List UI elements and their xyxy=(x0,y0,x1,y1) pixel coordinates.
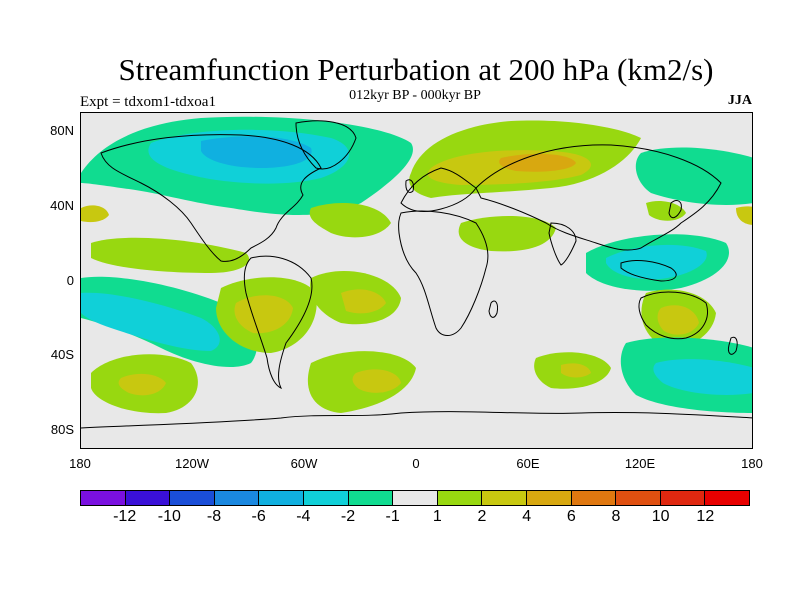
coastline-greenland xyxy=(295,120,357,170)
lon-label-60e: 60E xyxy=(516,456,540,471)
negative-anomaly-east-asia xyxy=(635,147,752,205)
positive-anomaly-north-pacific xyxy=(81,205,109,223)
positive-anomaly-southern-band-atlantic-core xyxy=(352,369,401,393)
map-panel xyxy=(80,112,753,449)
colorbar-label: -10 xyxy=(157,508,181,525)
lon-label-120w: 120W xyxy=(175,456,209,471)
experiment-label: Expt = tdxom1-tdxoa1 xyxy=(80,94,216,110)
season-label: JJA xyxy=(727,93,752,108)
colorbar-label: 4 xyxy=(522,508,532,525)
colorbar-swatch xyxy=(170,491,215,505)
lon-label-180e: 180 xyxy=(741,456,763,471)
colorbar-swatch xyxy=(660,491,706,505)
plot-title: Streamfunction Perturbation at 200 hPa (… xyxy=(118,52,714,87)
contour-fields xyxy=(81,116,752,414)
coastline-madagascar xyxy=(488,300,498,318)
colorbar-label: 12 xyxy=(696,508,715,525)
colorbar-swatch xyxy=(259,491,304,505)
colorbar-swatch xyxy=(125,491,171,505)
coastline-north-america xyxy=(100,134,322,262)
negative-anomaly-north-america-strong xyxy=(201,136,312,168)
positive-anomaly-atlantic xyxy=(309,203,391,238)
plot-subtitle: 012kyr BP - 000kyr BP xyxy=(349,88,481,103)
positive-anomaly-tropical-pacific xyxy=(91,237,250,273)
lat-label-40n: 40N xyxy=(50,198,74,213)
colorbar-label: 6 xyxy=(566,508,576,525)
coastline-maritime-continent xyxy=(620,260,677,282)
positive-anomaly-south-atlantic-core xyxy=(341,289,386,314)
coastline-africa xyxy=(398,210,489,336)
colorbar-label: 8 xyxy=(611,508,621,525)
lon-label-120e: 120E xyxy=(624,456,656,471)
coastline-india xyxy=(548,222,577,266)
colorbar-swatch xyxy=(81,491,126,505)
coastline-asia xyxy=(475,144,722,251)
colorbar-label: -2 xyxy=(340,508,356,525)
colorbar-swatch xyxy=(571,491,617,505)
lat-label-40s: 40S xyxy=(50,347,74,362)
coastline-british-isles xyxy=(405,179,414,194)
positive-anomaly-eurasia-strong xyxy=(499,153,576,172)
lat-label-80n: 80N xyxy=(50,123,74,138)
colorbar-swatch xyxy=(303,491,349,505)
lon-label-0: 0 xyxy=(412,456,420,471)
colorbar-swatch xyxy=(393,491,438,505)
lon-label-60w: 60W xyxy=(290,456,318,471)
colorbar-swatch xyxy=(705,491,749,505)
colorbar-label: -6 xyxy=(251,508,266,525)
colorbar-swatch xyxy=(437,491,483,505)
positive-anomaly-north-pacific-east xyxy=(736,206,752,225)
lat-label-80s: 80S xyxy=(50,422,74,437)
colorbar-label: -12 xyxy=(113,508,137,525)
positive-anomaly-south-indian-core xyxy=(561,363,591,378)
colorbar-swatch xyxy=(526,491,572,505)
negative-anomaly-southern-ocean-core xyxy=(653,359,752,395)
colorbar-swatch xyxy=(214,491,260,505)
colorbar-label: 10 xyxy=(651,508,670,525)
positive-anomaly-japan xyxy=(646,201,686,221)
lat-label-0: 0 xyxy=(66,273,74,288)
coastline-south-america xyxy=(243,255,313,389)
coastline-antarctica xyxy=(81,411,752,429)
negative-anomaly-indo-pacific-core xyxy=(606,244,707,280)
coastline-australia xyxy=(638,291,708,340)
coastline-new-zealand xyxy=(728,336,738,355)
colorbar-label: -4 xyxy=(296,508,311,525)
coastline-japan xyxy=(668,200,682,219)
lon-label-180w: 180 xyxy=(69,456,91,471)
colorbar-swatch xyxy=(482,491,527,505)
colorbar-label: -1 xyxy=(385,508,400,525)
map-canvas xyxy=(81,116,752,429)
negative-anomaly-south-pacific-core xyxy=(81,292,220,351)
positive-anomaly-middle-east xyxy=(458,216,556,252)
positive-anomaly-australia-core xyxy=(657,305,699,335)
colorbar-label: 2 xyxy=(477,508,487,525)
colorbar xyxy=(80,490,750,506)
positive-anomaly-southern-band-west-core xyxy=(118,373,166,396)
colorbar-swatch xyxy=(616,491,661,505)
colorbar-label: -8 xyxy=(206,508,222,525)
colorbar-swatch xyxy=(348,491,394,505)
coastlines xyxy=(81,120,752,429)
colorbar-label: 1 xyxy=(432,508,442,525)
